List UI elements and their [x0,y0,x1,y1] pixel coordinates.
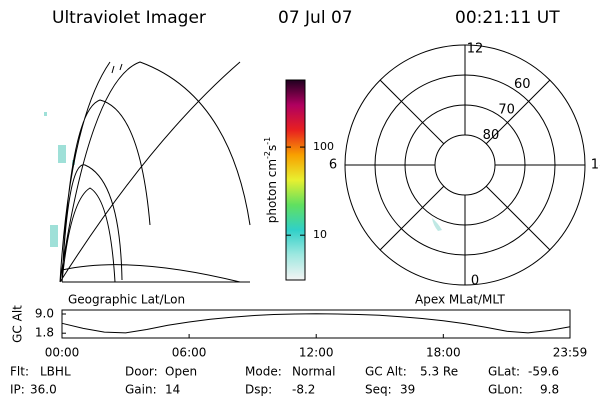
unit: -2 [263,151,272,159]
field-value: 36.0 [30,383,57,397]
aurora-patch [432,218,442,231]
mlat-label: 60 [514,77,531,92]
field-value: 9.8 [540,383,559,397]
unit: -1 [263,137,272,145]
mlat-circle [434,134,496,196]
unit: photon cm [265,159,279,223]
field-value: -8.2 [292,383,315,397]
polar-spoke [379,185,445,251]
geo-label: Geographic Lat/Lon [68,293,185,307]
field-label: Dsp: [245,383,272,397]
geo-map [44,61,251,283]
field-value: Normal [292,365,335,379]
field-label: GC Alt: [365,365,407,379]
colorbar-tick-label: 100 [313,140,334,153]
x-tick-label: 18:00 [426,346,461,360]
time: 00:21:11 UT [455,8,560,28]
x-tick-label: 06:00 [172,346,207,360]
field-value: LBHL [40,365,71,379]
y-tick-label: 9.0 [35,307,54,321]
polar-spoke [485,79,551,145]
colorbar-tick-label: 10 [313,228,327,241]
x-tick-label: 23:59 [553,346,588,360]
mlat-label: 80 [483,128,500,143]
polar-spoke [485,185,551,251]
field-label: Flt: [10,365,29,379]
altitude-ylabel: GC Alt [11,305,25,343]
field-label: Mode: [245,365,282,379]
polar-label: Apex MLat/MLT [415,293,505,307]
mlt-label: 12 [467,42,484,57]
instrument: Ultraviolet Imager [52,8,206,28]
field-label: IP: [10,383,25,397]
field-value: 14 [165,383,180,397]
altitude-line [61,313,571,334]
y-tick-label: 1.8 [35,326,54,340]
mlt-label: 0 [471,274,479,289]
mlat-circle [374,74,556,256]
field-label: Seq: [365,383,392,397]
date: 07 Jul 07 [278,8,353,28]
field-label: GLat: [488,365,520,379]
mlt-label: 18 [591,158,600,173]
colorbar-label: photon cm-2s-1 [263,137,279,224]
field-value: Open [165,365,197,379]
mlat-label: 70 [498,102,515,117]
field-value: 39 [400,383,415,397]
field-label: Gain: [125,383,157,397]
field-value: 5.3 Re [420,365,458,379]
x-tick-label: 00:00 [45,346,80,360]
colorbar [285,79,306,281]
x-tick-label: 12:00 [299,346,334,360]
polar-spoke [379,79,445,145]
field-label: GLon: [488,383,523,397]
field-value: -59.6 [528,365,559,379]
mlt-label: 6 [329,158,337,173]
field-label: Door: [125,365,158,379]
mlat-circle [404,104,526,226]
unit: s [265,145,279,151]
